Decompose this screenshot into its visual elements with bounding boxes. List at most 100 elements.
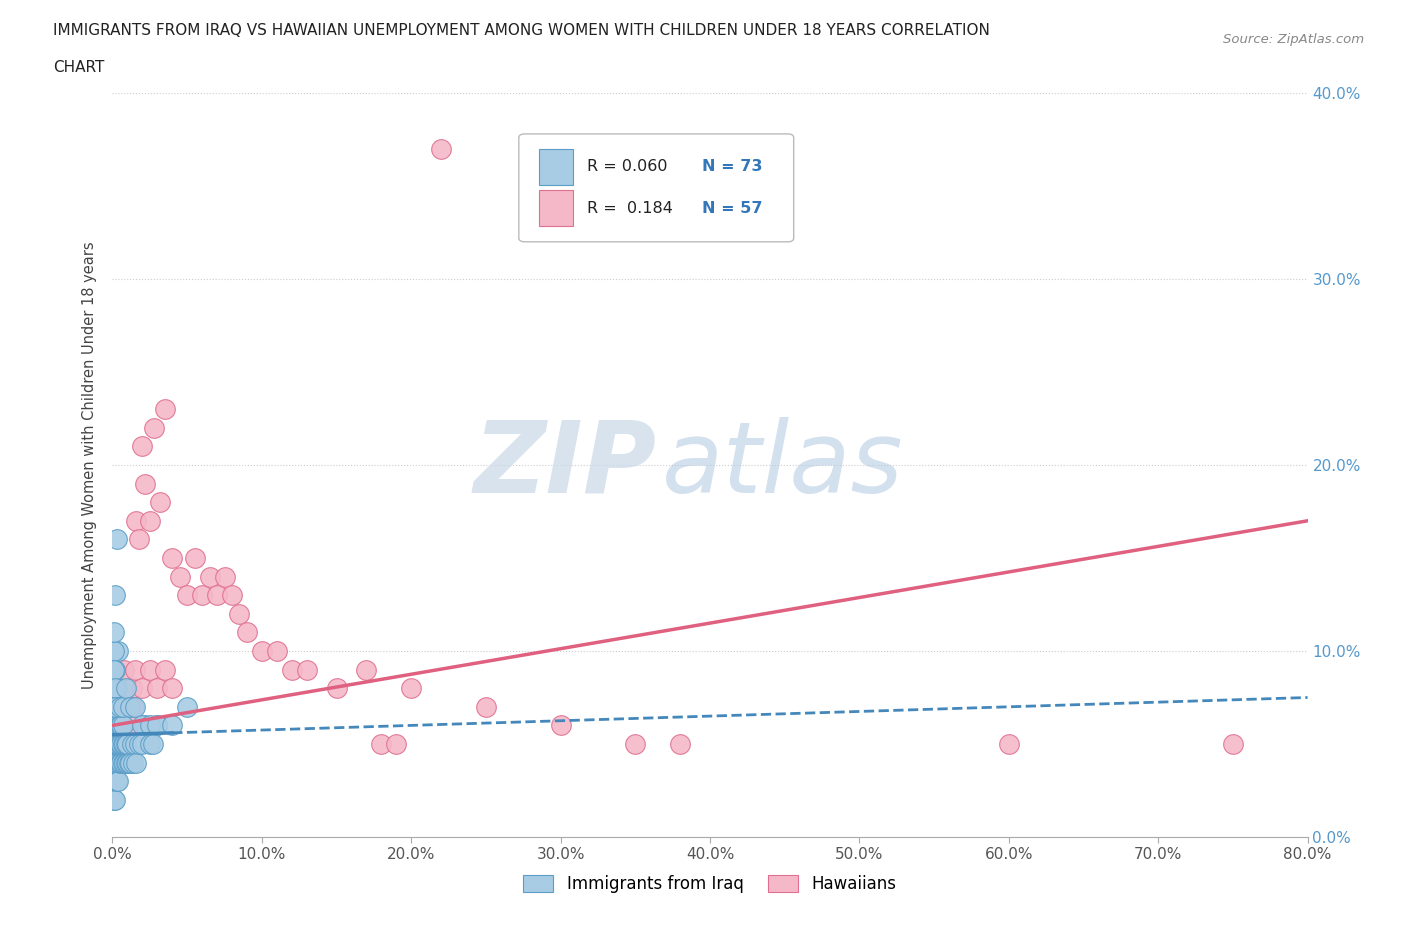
Point	[139, 513, 162, 528]
Point	[105, 699, 128, 714]
Point	[104, 681, 127, 696]
Point	[107, 737, 129, 751]
Point	[153, 662, 176, 677]
Point	[281, 662, 304, 677]
Point	[115, 681, 138, 696]
Point	[120, 699, 142, 714]
Point	[108, 699, 131, 714]
Point	[118, 755, 141, 770]
Point	[198, 569, 221, 584]
FancyBboxPatch shape	[538, 149, 572, 184]
Point	[550, 718, 572, 733]
FancyBboxPatch shape	[538, 191, 572, 226]
Point	[176, 699, 198, 714]
Point	[146, 681, 169, 696]
Point	[176, 588, 198, 603]
Point	[110, 755, 132, 770]
Point	[125, 513, 148, 528]
Text: atlas: atlas	[662, 417, 904, 513]
Point	[107, 644, 129, 658]
Text: ZIP: ZIP	[474, 417, 657, 513]
Point	[104, 699, 127, 714]
Y-axis label: Unemployment Among Women with Children Under 18 years: Unemployment Among Women with Children U…	[82, 241, 97, 689]
Point	[228, 606, 250, 621]
Point	[117, 681, 139, 696]
Point	[110, 737, 132, 751]
Point	[121, 737, 143, 751]
Point	[120, 755, 142, 770]
Point	[104, 718, 127, 733]
Point	[103, 681, 125, 696]
Point	[124, 718, 146, 733]
Point	[111, 699, 134, 714]
Point	[131, 718, 153, 733]
Point	[139, 718, 162, 733]
Point	[103, 792, 125, 807]
Point	[134, 718, 156, 733]
Point	[430, 141, 453, 156]
Point	[103, 699, 125, 714]
Point	[103, 644, 125, 658]
Point	[120, 718, 142, 733]
Point	[104, 737, 127, 751]
Point	[110, 718, 132, 733]
Point	[105, 699, 128, 714]
Point	[107, 699, 129, 714]
Point	[115, 737, 138, 751]
Point	[131, 439, 153, 454]
Point	[107, 718, 129, 733]
Text: CHART: CHART	[53, 60, 105, 75]
Point	[107, 774, 129, 789]
Text: IMMIGRANTS FROM IRAQ VS HAWAIIAN UNEMPLOYMENT AMONG WOMEN WITH CHILDREN UNDER 18: IMMIGRANTS FROM IRAQ VS HAWAIIAN UNEMPLO…	[53, 23, 990, 38]
Point	[111, 718, 134, 733]
Point	[104, 699, 127, 714]
Point	[669, 737, 692, 751]
Text: N = 57: N = 57	[702, 201, 762, 216]
Point	[149, 495, 172, 510]
Point	[146, 718, 169, 733]
Point	[162, 681, 183, 696]
Point	[143, 420, 166, 435]
Point	[108, 755, 131, 770]
Point	[134, 476, 156, 491]
Point	[128, 532, 150, 547]
Point	[183, 551, 205, 565]
Point	[117, 737, 139, 751]
Point	[385, 737, 408, 751]
Point	[105, 532, 128, 547]
Point	[124, 699, 146, 714]
Point	[191, 588, 214, 603]
Point	[128, 737, 150, 751]
Point	[124, 662, 146, 677]
Point	[115, 755, 138, 770]
Point	[103, 755, 125, 770]
Point	[114, 737, 135, 751]
Point	[105, 681, 128, 696]
Point	[104, 718, 127, 733]
Point	[295, 662, 318, 677]
FancyBboxPatch shape	[519, 134, 793, 242]
Point	[103, 699, 125, 714]
Legend: Immigrants from Iraq, Hawaiians: Immigrants from Iraq, Hawaiians	[516, 868, 904, 899]
Point	[250, 644, 273, 658]
Text: R = 0.060: R = 0.060	[586, 159, 668, 174]
Point	[153, 402, 176, 417]
Point	[103, 737, 125, 751]
Point	[475, 699, 498, 714]
Point	[104, 792, 127, 807]
Point	[108, 699, 131, 714]
Point	[162, 551, 183, 565]
Text: N = 73: N = 73	[702, 159, 762, 174]
Point	[236, 625, 259, 640]
Point	[124, 737, 146, 751]
Point	[107, 718, 129, 733]
Point	[131, 737, 153, 751]
Point	[104, 681, 127, 696]
Point	[105, 774, 128, 789]
Point	[117, 755, 139, 770]
Point	[110, 718, 132, 733]
Point	[356, 662, 378, 677]
Text: R =  0.184: R = 0.184	[586, 201, 673, 216]
Point	[105, 718, 128, 733]
Point	[370, 737, 392, 751]
